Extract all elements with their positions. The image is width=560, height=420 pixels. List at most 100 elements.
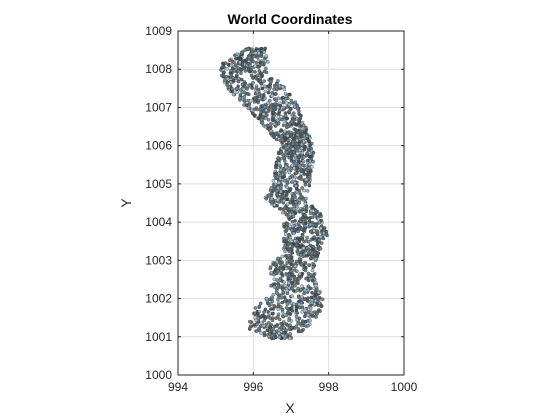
- y-tick-label: 1002: [145, 292, 172, 306]
- data-point: [289, 255, 294, 259]
- data-point: [295, 227, 300, 231]
- data-point: [231, 78, 236, 83]
- data-point: [276, 269, 280, 273]
- data-point: [294, 189, 299, 194]
- data-point: [305, 216, 309, 220]
- x-tick-labels: 994 996 998 1000: [168, 380, 418, 394]
- data-point: [299, 168, 304, 173]
- data-point: [284, 266, 289, 271]
- data-point: [272, 303, 276, 308]
- data-point: [298, 253, 303, 257]
- data-point: [252, 100, 257, 104]
- data-point: [294, 314, 299, 319]
- data-point: [304, 177, 309, 182]
- data-point: [285, 302, 290, 306]
- data-point: [307, 147, 311, 152]
- data-point: [293, 239, 297, 243]
- y-tick-label: 1007: [145, 100, 172, 114]
- data-point: [313, 257, 318, 261]
- data-point: [291, 231, 296, 236]
- data-point: [253, 95, 257, 100]
- data-point: [297, 277, 301, 281]
- data-point: [282, 199, 286, 203]
- data-point: [294, 171, 298, 175]
- data-point: [297, 120, 301, 124]
- data-point: [276, 156, 281, 160]
- data-point: [288, 122, 292, 126]
- data-point: [273, 102, 277, 106]
- data-point: [269, 129, 273, 133]
- data-point: [260, 118, 264, 122]
- data-point: [255, 107, 260, 112]
- data-point: [296, 321, 300, 326]
- data-point: [280, 175, 285, 180]
- data-point: [288, 237, 293, 242]
- data-point: [287, 155, 291, 160]
- data-point: [302, 314, 307, 319]
- data-point: [275, 174, 280, 179]
- y-tick-label: 1008: [145, 62, 172, 76]
- data-point: [248, 51, 253, 56]
- data-point: [300, 310, 305, 314]
- data-point: [298, 288, 303, 292]
- data-point: [292, 166, 296, 171]
- data-point: [319, 226, 323, 231]
- data-point: [302, 227, 307, 232]
- data-point: [304, 221, 308, 226]
- data-point: [308, 319, 312, 323]
- data-point: [303, 311, 308, 315]
- data-point: [229, 73, 234, 77]
- data-point: [287, 92, 292, 97]
- data-point: [277, 161, 281, 166]
- data-point: [305, 299, 310, 303]
- data-point: [288, 248, 292, 252]
- data-point: [319, 218, 324, 223]
- data-point: [296, 135, 301, 140]
- data-point: [302, 288, 307, 292]
- data-point: [300, 237, 305, 241]
- data-point: [268, 79, 273, 84]
- data-point: [259, 301, 263, 306]
- data-point: [266, 101, 270, 105]
- data-point: [290, 174, 294, 178]
- data-point: [257, 73, 262, 77]
- data-point: [272, 87, 276, 91]
- data-point: [308, 222, 313, 227]
- data-point: [311, 150, 316, 155]
- data-point: [259, 82, 264, 86]
- data-point: [300, 284, 304, 288]
- data-point: [247, 83, 251, 88]
- data-point: [279, 168, 283, 172]
- data-point: [309, 256, 313, 260]
- data-point: [294, 122, 298, 127]
- data-point: [294, 259, 299, 264]
- data-point: [280, 85, 285, 89]
- data-point: [285, 236, 290, 241]
- data-point: [312, 229, 316, 233]
- y-tick-label: 1003: [145, 253, 172, 267]
- data-point: [263, 89, 268, 94]
- data-point: [264, 108, 268, 113]
- data-point: [317, 308, 321, 312]
- data-point: [311, 273, 316, 277]
- data-point: [234, 74, 239, 79]
- data-point: [276, 297, 280, 302]
- data-point: [282, 98, 286, 103]
- data-point: [235, 90, 239, 94]
- data-point: [291, 289, 296, 293]
- data-point: [302, 155, 306, 159]
- data-point: [315, 311, 319, 316]
- data-point: [248, 63, 252, 68]
- data-point: [319, 304, 324, 308]
- data-point: [295, 205, 300, 209]
- data-point: [253, 311, 257, 316]
- data-point: [243, 48, 247, 52]
- data-point: [300, 297, 304, 302]
- data-point: [290, 309, 295, 313]
- data-point: [287, 217, 292, 221]
- data-point: [295, 269, 299, 274]
- data-point: [272, 282, 277, 286]
- data-point: [229, 63, 234, 68]
- data-point: [254, 318, 258, 323]
- data-point: [300, 151, 305, 155]
